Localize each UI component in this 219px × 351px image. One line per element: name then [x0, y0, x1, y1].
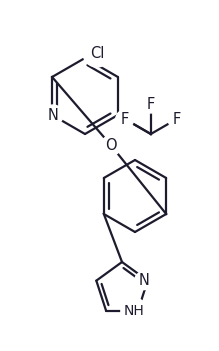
Text: N: N — [48, 107, 58, 122]
Circle shape — [142, 95, 160, 113]
Circle shape — [168, 110, 186, 128]
Circle shape — [83, 39, 111, 67]
Text: Cl: Cl — [90, 46, 104, 60]
Text: N: N — [138, 273, 149, 288]
Text: O: O — [105, 138, 117, 153]
Text: NH: NH — [124, 304, 144, 318]
Circle shape — [135, 272, 153, 290]
Text: F: F — [121, 112, 129, 126]
Circle shape — [43, 105, 63, 125]
Text: F: F — [147, 97, 155, 112]
Circle shape — [121, 298, 147, 324]
Circle shape — [116, 110, 134, 128]
Circle shape — [101, 135, 121, 155]
Text: F: F — [173, 112, 181, 126]
